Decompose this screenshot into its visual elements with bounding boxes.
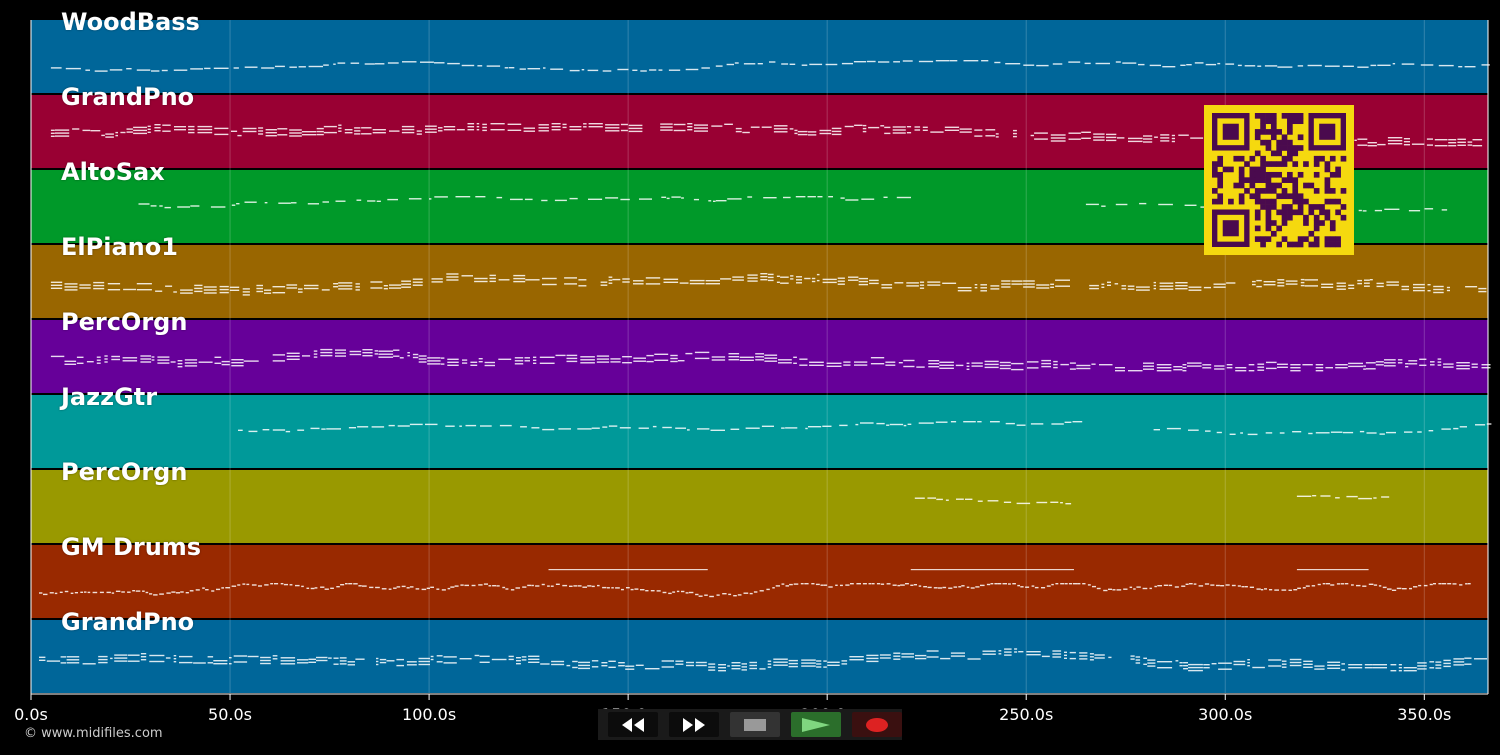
track-label: PercOrgn [61,458,188,486]
track-lane-6[interactable] [31,395,1488,468]
track-label: PercOrgn [61,308,188,336]
piano-roll[interactable] [0,0,1500,700]
rewind-button[interactable] [608,712,658,737]
tick-label: 350.0s [1397,705,1452,724]
tick-label: 250.0s [999,705,1054,724]
rewind-icon [622,717,644,732]
record-icon [866,717,888,732]
transport-controls [598,709,902,740]
note-cluster [914,495,1390,505]
fast-forward-button[interactable] [669,712,719,737]
note-cluster [39,648,1487,672]
track-label: AltoSax [61,158,165,186]
track-lane-8[interactable] [31,545,1488,618]
fast-forward-icon [683,717,705,732]
note-cluster [238,421,1492,436]
note-cluster [50,60,1490,72]
track-background [31,545,1488,618]
track-label: GrandPno [61,83,195,111]
copyright-notice: © www.midifiles.com [24,726,163,741]
track-background [31,20,1488,93]
track-background [31,395,1488,468]
track-lane-7[interactable] [31,470,1488,543]
record-button[interactable] [852,712,902,737]
note-cluster [39,569,1471,598]
play-button[interactable] [791,712,841,737]
track-lane-1[interactable] [31,20,1488,93]
qr-code [1204,105,1354,255]
note-cluster [138,196,1448,212]
tick-label: 300.0s [1198,705,1253,724]
stop-button[interactable] [730,712,780,737]
track-lane-4[interactable] [31,245,1488,318]
note-cluster [50,273,1487,296]
stop-icon [744,718,766,731]
track-label: ElPiano1 [61,233,178,261]
tick-label: 100.0s [402,705,457,724]
note-cluster [50,348,1491,372]
track-label: WoodBass [61,8,200,36]
track-label: GM Drums [61,533,202,561]
track-label: GrandPno [61,608,195,636]
track-label: JazzGtr [61,383,158,411]
track-background [31,470,1488,543]
play-icon [802,717,830,732]
tick-label: 50.0s [208,705,253,724]
track-background [31,245,1488,318]
tick-label: 0.0s [14,705,48,724]
